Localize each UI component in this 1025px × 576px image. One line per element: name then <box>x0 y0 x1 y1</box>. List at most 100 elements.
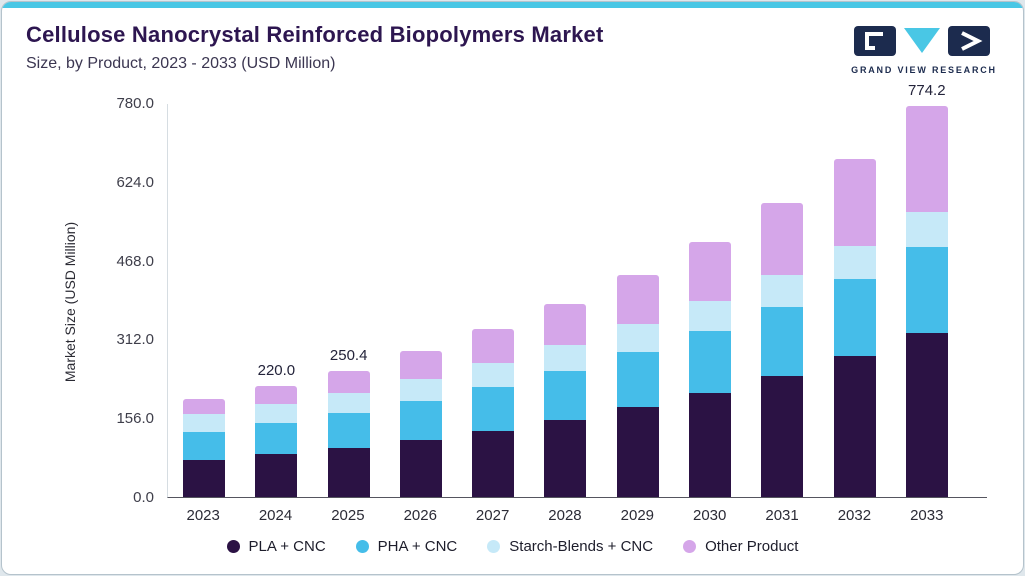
starch-blends-cnc-legend-marker <box>487 540 501 553</box>
bar-segment <box>616 407 659 497</box>
bar-segment <box>255 422 298 455</box>
bar-segment <box>472 329 515 363</box>
x-tick-label: 2024 <box>258 507 293 524</box>
bar-segment <box>833 245 876 280</box>
legend-label: PLA + CNC <box>248 538 326 555</box>
page-subtitle: Size, by Product, 2023 - 2033 (USD Milli… <box>26 55 336 72</box>
bar-segment <box>183 414 226 432</box>
legend-item-other-product: Other Product <box>683 538 798 555</box>
bar-segment <box>905 332 948 497</box>
bar-segment <box>399 351 442 379</box>
page-title: Cellulose Nanocrystal Reinforced Biopoly… <box>26 22 604 47</box>
legend-item-pla-cnc: PLA + CNC <box>226 538 326 555</box>
plot-area: 220.0 250.4 774.2 <box>167 82 987 498</box>
chart-header: Cellulose Nanocrystal Reinforced Biopoly… <box>26 22 833 73</box>
bar-segment <box>544 304 587 345</box>
bar-column-2026 <box>385 104 457 497</box>
bar-column-2031 <box>746 104 818 497</box>
bar-column-2027 <box>457 104 529 497</box>
bar-stack-2025 <box>327 370 370 497</box>
bar-segment <box>688 301 731 332</box>
grandview-logo: GRAND VIEW RESEARCH <box>849 26 999 75</box>
bar-stack-2028 <box>544 304 587 497</box>
bar-segment <box>183 459 226 497</box>
bar-segment <box>399 378 442 401</box>
bar-segment <box>688 392 731 497</box>
bar-segment <box>183 399 226 415</box>
y-tick-label: 0.0 <box>133 489 154 506</box>
bar-segment <box>616 275 659 325</box>
bar-segment <box>544 344 587 371</box>
legend-item-starch-blends-cnc: Starch-Blends + CNC <box>487 538 653 555</box>
y-tick-label: 156.0 <box>116 410 154 428</box>
bar-column-2032 <box>818 104 890 497</box>
top-accent-bar <box>2 2 1023 8</box>
bar-segment <box>833 356 876 497</box>
y-tick-label: 624.0 <box>116 173 154 191</box>
bar-segment <box>688 241 731 302</box>
x-tick-label: 2028 <box>548 507 582 524</box>
other-product-legend-marker <box>683 540 697 553</box>
bar-segment <box>399 400 442 440</box>
legend-label: PHA + CNC <box>377 538 458 555</box>
y-axis-ticks: 0.0 156.0 312.0 468.0 624.0 780.0 <box>2 95 154 506</box>
x-tick-label: 2030 <box>693 507 727 524</box>
bar-segment <box>255 403 298 423</box>
bar-segment <box>472 386 515 431</box>
bar-segment <box>183 431 226 460</box>
x-tick-label: 2023 <box>186 507 220 524</box>
x-tick-label: 2032 <box>837 507 872 524</box>
bar-total-label: 774.2 <box>908 81 946 99</box>
bar-segment <box>472 362 515 387</box>
bar-column-2030 <box>674 104 746 497</box>
bar-column-2033: 774.2 <box>891 82 963 497</box>
bar-segment <box>833 279 876 357</box>
x-tick-label: 2027 <box>475 507 510 524</box>
bar-segment <box>327 370 370 393</box>
bar-segment <box>544 370 587 420</box>
pha-cnc-legend-marker <box>355 540 369 553</box>
bar-segment <box>616 352 659 408</box>
bar-stack-2026 <box>399 351 442 497</box>
bar-segment <box>255 385 298 404</box>
legend-label: Starch-Blends + CNC <box>509 538 654 555</box>
bar-stack-2027 <box>472 329 515 497</box>
x-tick-label: 2025 <box>331 507 365 524</box>
x-axis-labels: 2023 2024 2025 2026 2027 2028 2029 2030 2031 2032… <box>167 507 987 524</box>
bar-total-label: 250.4 <box>329 346 368 364</box>
bar-segment <box>327 447 370 497</box>
bar-segment <box>833 158 876 246</box>
bar-segment <box>761 202 804 276</box>
y-tick-label: 312.0 <box>116 331 154 349</box>
legend: PLA + CNC PHA + CNC Starch-Blends + CNC Oth… <box>2 538 1023 555</box>
bar-column-2028 <box>529 104 601 497</box>
bar-segment <box>905 246 948 333</box>
grandview-logo-text: GRAND VIEW RESEARCH <box>851 65 997 75</box>
x-tick-label: 2033 <box>910 507 944 524</box>
bar-column-2023 <box>168 104 240 497</box>
legend-label: Other Product <box>705 538 799 555</box>
grandview-logo-mark <box>854 26 990 56</box>
bar-segment <box>761 275 804 308</box>
bar-stack-2030 <box>688 241 731 497</box>
bar-stack-2031 <box>761 202 804 497</box>
bar-segment <box>544 419 587 497</box>
bar-column-2025: 250.4 <box>313 104 385 497</box>
bar-stack-2024 <box>255 385 298 497</box>
bar-segment <box>761 307 804 376</box>
x-tick-label: 2029 <box>620 507 655 524</box>
bar-stack-2029 <box>616 275 659 497</box>
bar-stack-2033 <box>905 105 948 497</box>
bar-segment <box>472 430 515 497</box>
pla-cnc-legend-marker <box>226 540 240 553</box>
x-tick-label: 2026 <box>403 507 437 524</box>
bar-stack-2023 <box>183 399 226 497</box>
bar-segment <box>761 375 804 497</box>
bar-segment <box>616 324 659 353</box>
bar-total-label: 220.0 <box>257 361 296 379</box>
bar-segment <box>905 211 948 247</box>
bar-stack-2032 <box>833 158 876 497</box>
bar-segment <box>399 439 442 497</box>
bar-segment <box>327 413 370 448</box>
bar-segment <box>688 331 731 393</box>
